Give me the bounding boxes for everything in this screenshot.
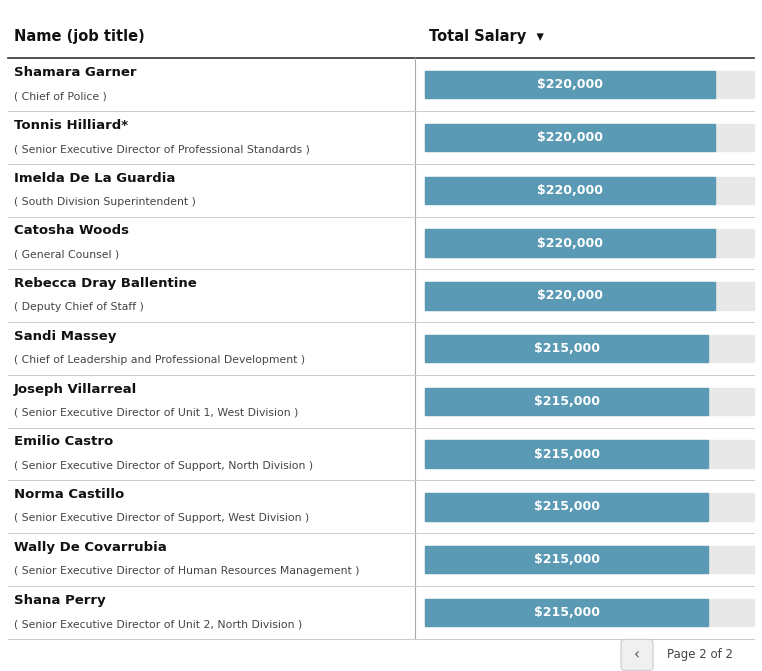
Text: Catosha Woods: Catosha Woods	[14, 224, 129, 238]
Text: $215,000: $215,000	[533, 395, 600, 408]
Bar	[425, 546, 754, 573]
Text: Total Salary  ▾: Total Salary ▾	[429, 29, 544, 44]
Text: $220,000: $220,000	[537, 184, 603, 197]
Text: $215,000: $215,000	[533, 553, 600, 566]
Bar	[425, 282, 715, 309]
Text: ( Chief of Police ): ( Chief of Police )	[14, 91, 107, 101]
Bar	[425, 440, 709, 468]
Text: Norma Castillo: Norma Castillo	[14, 488, 124, 501]
Text: $220,000: $220,000	[537, 237, 603, 250]
Text: ( Deputy Chief of Staff ): ( Deputy Chief of Staff )	[14, 303, 143, 313]
Text: ( Senior Executive Director of Human Resources Management ): ( Senior Executive Director of Human Res…	[14, 566, 359, 576]
Bar	[425, 124, 754, 151]
Text: $215,000: $215,000	[533, 606, 600, 619]
Bar	[425, 229, 754, 257]
Text: Rebecca Dray Ballentine: Rebecca Dray Ballentine	[14, 277, 197, 290]
Bar	[425, 493, 709, 521]
Bar	[425, 388, 754, 415]
Text: ‹: ‹	[634, 648, 640, 662]
Text: Wally De Covarrubia: Wally De Covarrubia	[14, 541, 166, 554]
Text: $215,000: $215,000	[533, 342, 600, 355]
Text: ( Senior Executive Director of Unit 1, West Division ): ( Senior Executive Director of Unit 1, W…	[14, 408, 298, 418]
Text: Page 2 of 2: Page 2 of 2	[667, 648, 733, 662]
Text: Tonnis Hilliard*: Tonnis Hilliard*	[14, 119, 128, 132]
Bar	[425, 229, 715, 257]
Bar	[425, 546, 709, 573]
Text: ( Chief of Leadership and Professional Development ): ( Chief of Leadership and Professional D…	[14, 355, 305, 365]
Text: Joseph Villarreal: Joseph Villarreal	[14, 382, 137, 396]
Text: $220,000: $220,000	[537, 79, 603, 91]
Text: $215,000: $215,000	[533, 448, 600, 460]
Text: ( South Division Superintendent ): ( South Division Superintendent )	[14, 197, 196, 207]
Text: Imelda De La Guardia: Imelda De La Guardia	[14, 172, 175, 185]
Bar	[425, 493, 754, 521]
Bar	[425, 388, 709, 415]
Text: Shana Perry: Shana Perry	[14, 594, 105, 607]
Bar	[425, 176, 754, 204]
Text: Sandi Massey: Sandi Massey	[14, 330, 116, 343]
Text: ( Senior Executive Director of Professional Standards ): ( Senior Executive Director of Professio…	[14, 144, 309, 154]
Text: Shamara Garner: Shamara Garner	[14, 66, 136, 79]
Text: ( General Counsel ): ( General Counsel )	[14, 250, 119, 260]
Bar	[425, 124, 715, 151]
Text: Emilio Castro: Emilio Castro	[14, 435, 113, 448]
Bar	[425, 176, 715, 204]
Bar	[425, 440, 754, 468]
Text: ( Senior Executive Director of Support, West Division ): ( Senior Executive Director of Support, …	[14, 513, 309, 523]
Text: $220,000: $220,000	[537, 289, 603, 303]
Text: ( Senior Executive Director of Unit 2, North Division ): ( Senior Executive Director of Unit 2, N…	[14, 619, 302, 629]
Bar	[425, 599, 709, 626]
Text: Name (job title): Name (job title)	[14, 29, 145, 44]
Bar	[425, 71, 754, 99]
Bar	[425, 335, 709, 362]
Bar	[425, 599, 754, 626]
Text: ( Senior Executive Director of Support, North Division ): ( Senior Executive Director of Support, …	[14, 461, 313, 471]
Bar	[425, 282, 754, 309]
Bar	[425, 335, 754, 362]
Text: $215,000: $215,000	[533, 501, 600, 513]
FancyBboxPatch shape	[621, 639, 653, 670]
Text: $220,000: $220,000	[537, 131, 603, 144]
Bar	[425, 71, 715, 99]
